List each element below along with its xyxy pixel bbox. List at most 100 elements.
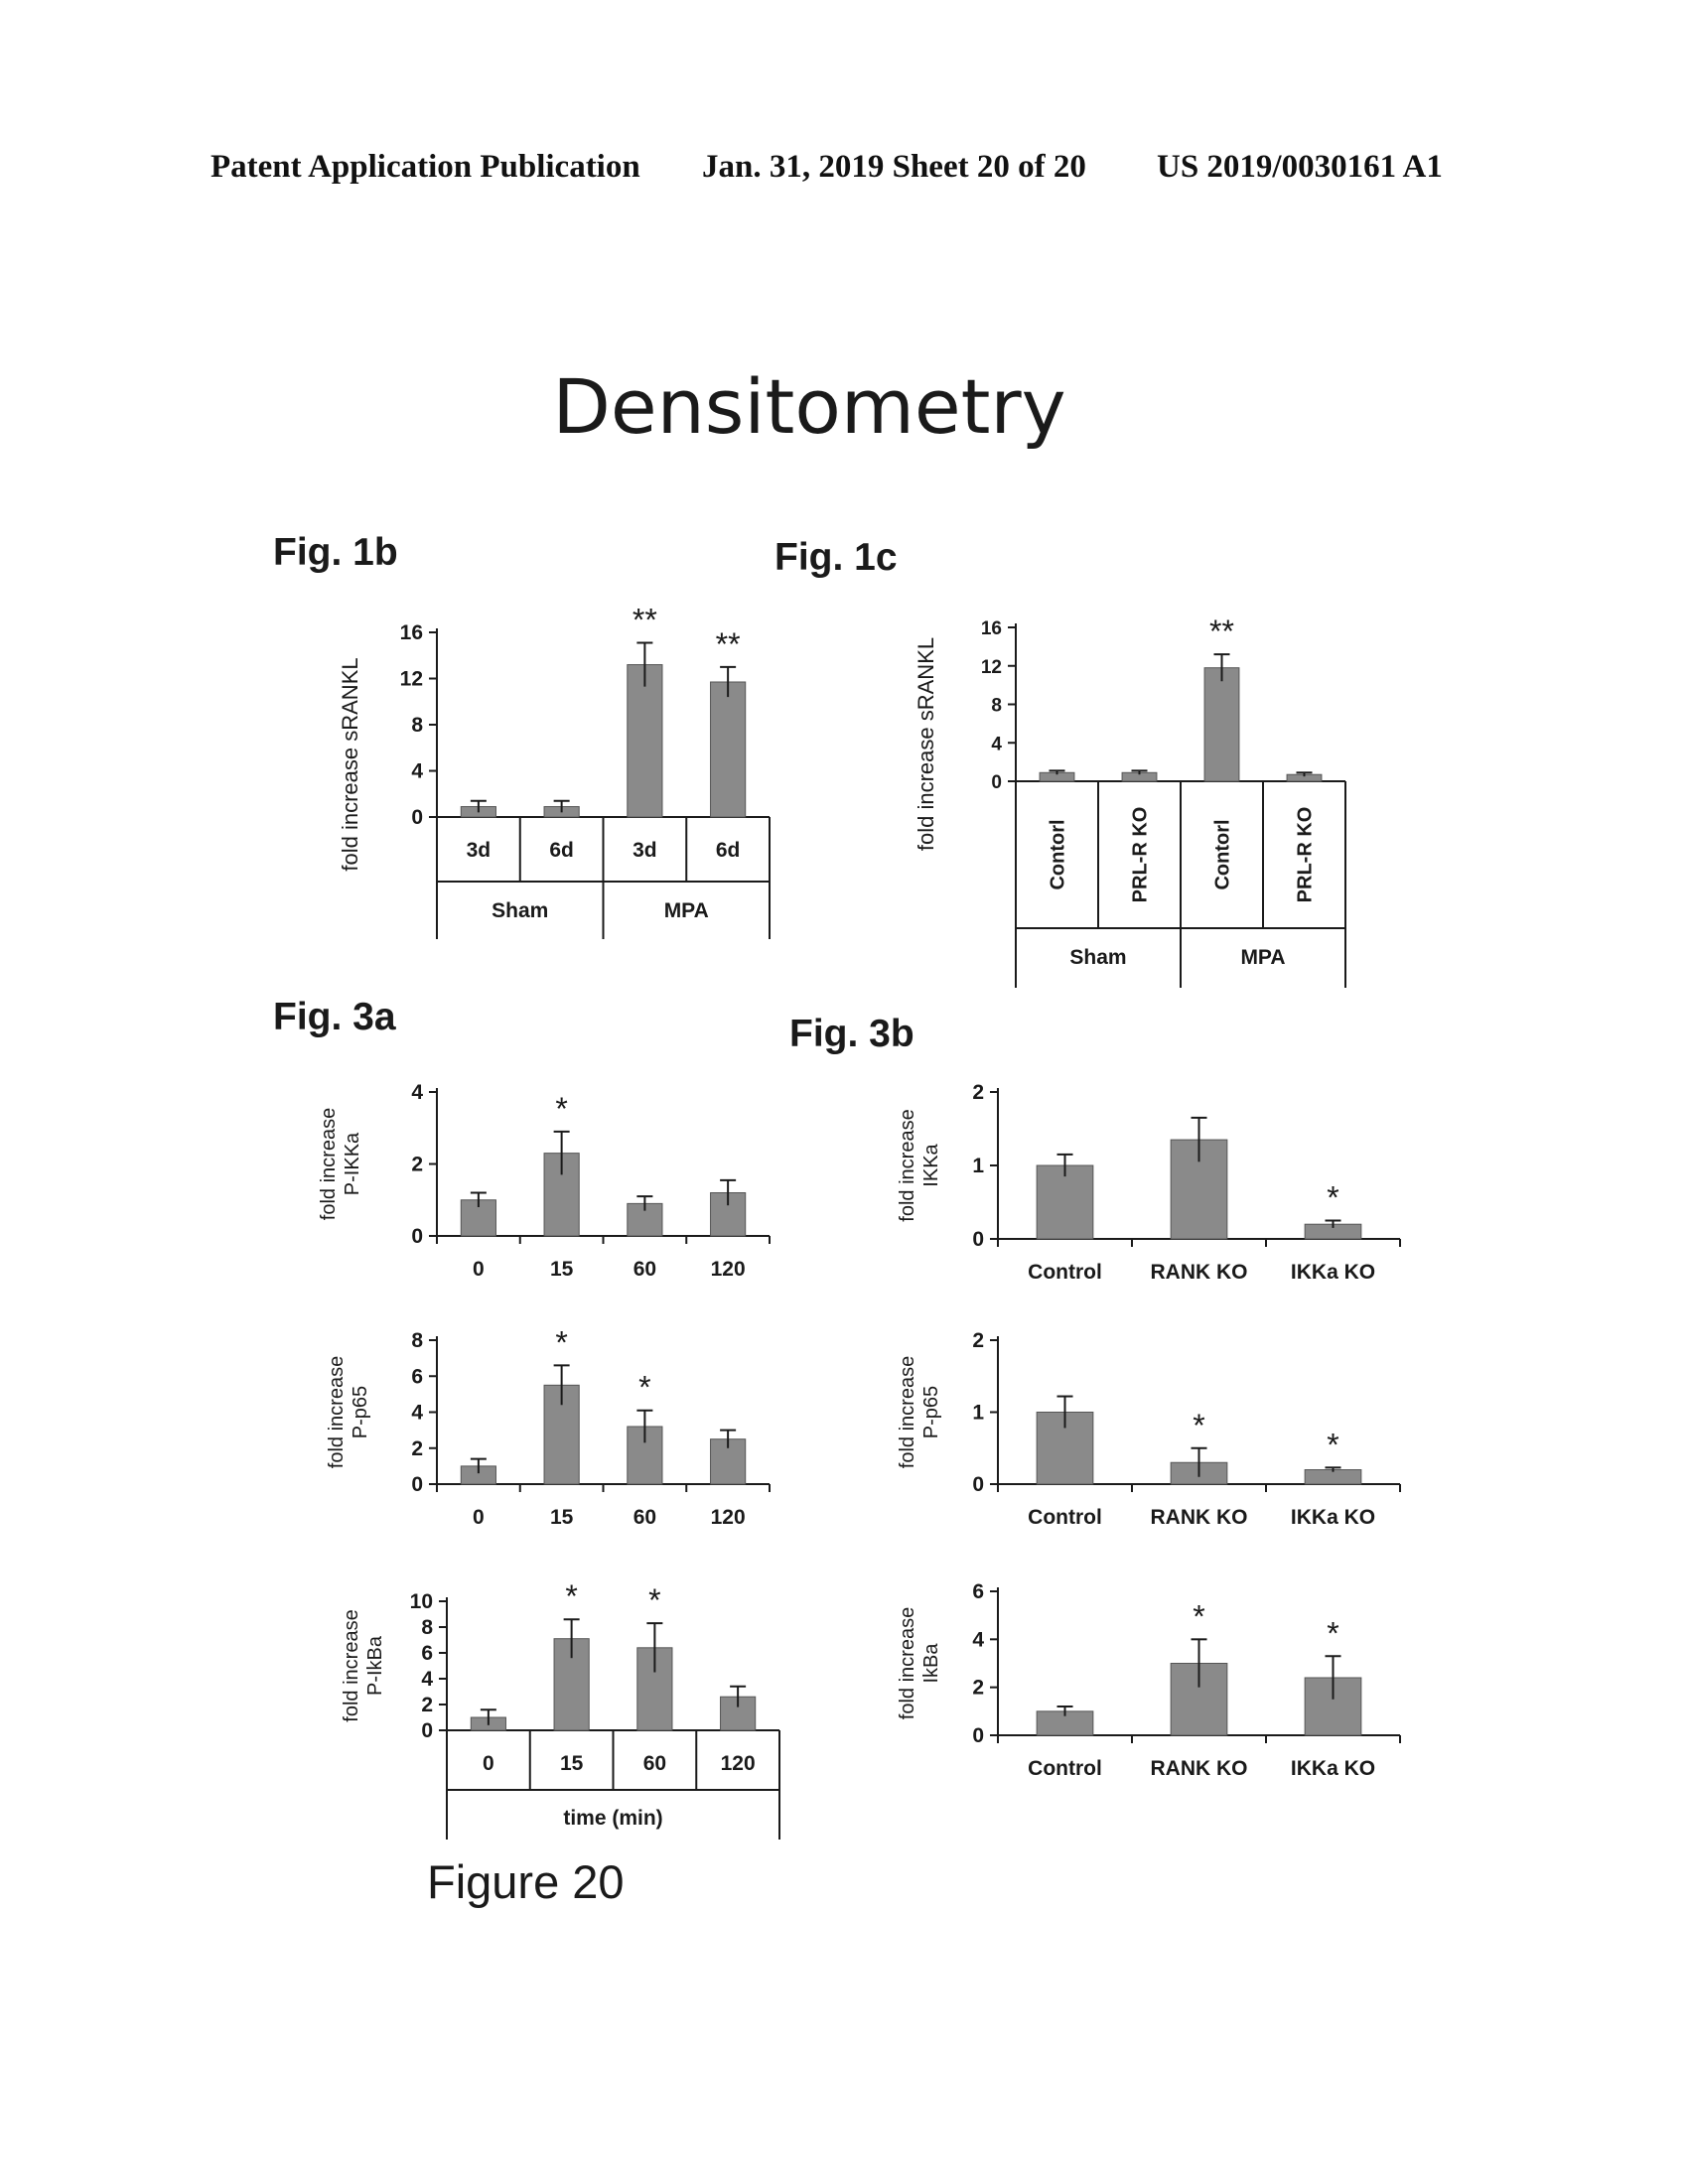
fig3b-3-y-tick-label: 4 [972,1628,984,1651]
fig3b-2-y-label: P-p65 [920,1386,942,1438]
fig3b-1-category-label: RANK KO [1151,1261,1248,1284]
fig3a-2-category-label: 0 [473,1506,485,1529]
fig3a-2-y-tick-label: 6 [411,1365,423,1388]
fig3a-1-y-tick-label: 2 [411,1154,423,1176]
fig3b-3-category-label: IKKa KO [1291,1757,1375,1780]
fig3a-1-category-label: 120 [711,1258,746,1281]
fig3b-3-y-label: fold increase [897,1607,918,1719]
fig3a-3-significance-mark: * [648,1582,660,1618]
fig1b-bar [711,682,746,817]
fig1c-y-tick-label: 16 [981,618,1002,639]
fig3a-2-significance-mark: * [555,1324,567,1360]
fig1c-category-label: Contorl [1212,819,1234,889]
fig3a-2-category-label: 15 [550,1506,574,1529]
fig1b-category-label: 6d [716,839,741,862]
fig3a-1-y-tick-label: 0 [411,1225,423,1248]
fig3a-1-y-label: P-IKKa [342,1132,363,1195]
fig3b-1-significance-mark: * [1327,1180,1338,1216]
fig3a-3-y-tick-label: 6 [421,1642,433,1665]
fig3a-2-y-label: P-p65 [350,1386,371,1438]
fig1c-category-label: PRL-R KO [1295,807,1317,903]
fig3b-1-y-tick-label: 0 [972,1228,984,1251]
fig3b-3-y-tick-label: 6 [972,1580,984,1603]
fig3a-2-category-label: 120 [711,1506,746,1529]
fig3b-1-y-label: IKKa [920,1143,942,1186]
fig3a-3-significance-mark: * [565,1578,577,1614]
fig3b-1-category-label: Control [1028,1261,1102,1284]
fig3a-3-category-label: 15 [560,1752,584,1775]
fig3a-3-y-tick-label: 0 [421,1719,433,1742]
fig3b-3-significance-mark: * [1327,1615,1338,1651]
fig1c-bar [1204,668,1239,781]
fig3a-1-significance-mark: * [555,1091,567,1127]
fig1c-y-tick-label: 8 [991,696,1002,717]
fig3b-3-category-label: Control [1028,1757,1102,1780]
fig3b-3-y-label: IkBa [920,1643,942,1684]
fig3b-2-y-tick-label: 1 [972,1402,984,1425]
fig3b-1-y-tick-label: 2 [972,1081,984,1104]
fig1b-group-label: MPA [664,899,709,922]
fig1c-y-tick-label: 0 [991,772,1002,793]
fig3a-3-category-label: 0 [483,1752,494,1775]
fig1b-y-label: fold increase sRANKL [338,657,362,871]
fig1b-category-label: 3d [633,839,657,862]
fig3a-2-y-tick-label: 0 [411,1473,423,1496]
fig3a-3-y-tick-label: 2 [421,1694,433,1716]
fig3a-1-y-label: fold increase [318,1108,340,1220]
fig1b-y-tick-label: 16 [400,621,423,644]
fig3b-2-y-label: fold increase [897,1356,918,1468]
fig3a-2-category-label: 60 [633,1506,656,1529]
fig3b-2-significance-mark: * [1193,1408,1204,1443]
fig3b-2-category-label: Control [1028,1506,1102,1529]
fig1b-y-tick-label: 12 [400,668,423,691]
fig3a-2-y-tick-label: 2 [411,1437,423,1460]
fig3a-3-category-label: 60 [643,1752,666,1775]
fig3a-3-y-tick-label: 4 [421,1668,433,1691]
fig3a-2-y-tick-label: 4 [411,1402,423,1425]
fig3a-3-x-label: time (min) [563,1807,662,1830]
fig1b-y-tick-label: 0 [411,806,423,829]
fig3a-1-category-label: 0 [473,1258,485,1281]
fig1b-category-label: 6d [549,839,574,862]
fig3a-1-y-tick-label: 4 [411,1081,423,1104]
fig3b-3-significance-mark: * [1193,1598,1204,1634]
fig3a-2-y-tick-label: 8 [411,1329,423,1352]
fig3b-2-y-tick-label: 0 [972,1473,984,1496]
fig3a-3-y-tick-label: 10 [410,1590,433,1613]
fig1b-category-label: 3d [467,839,492,862]
fig3b-3-category-label: RANK KO [1151,1757,1248,1780]
fig1c-significance-mark: ** [1209,614,1234,649]
fig3b-3-y-tick-label: 2 [972,1677,984,1700]
fig3a-3-category-label: 120 [721,1752,756,1775]
fig1c-y-label: fold increase sRANKL [914,637,938,851]
fig1b-significance-mark: ** [716,626,741,662]
fig1c-y-tick-label: 12 [981,657,1002,678]
fig1b-y-tick-label: 4 [411,760,423,783]
fig1c-group-label: MPA [1240,946,1285,969]
fig3b-2-category-label: RANK KO [1151,1506,1248,1529]
fig3b-2-category-label: IKKa KO [1291,1506,1375,1529]
fig3b-2-significance-mark: * [1327,1427,1338,1462]
fig3a-2-significance-mark: * [638,1370,650,1406]
fig1c-y-tick-label: 4 [991,734,1002,754]
fig3a-1-category-label: 60 [633,1258,656,1281]
fig1b-significance-mark: ** [633,602,657,637]
fig3b-2-y-tick-label: 2 [972,1329,984,1352]
fig3b-1-y-label: fold increase [897,1109,918,1221]
fig1c-category-label: PRL-R KO [1130,807,1152,903]
fig1b-group-label: Sham [492,899,548,922]
fig3a-3-y-label: fold increase [341,1609,362,1721]
fig1b-bar [628,665,662,817]
fig3a-1-category-label: 15 [550,1258,574,1281]
fig1b-y-tick-label: 8 [411,714,423,737]
fig3b-1-y-tick-label: 1 [972,1155,984,1177]
fig3a-3-y-tick-label: 8 [421,1616,433,1639]
fig3a-2-y-label: fold increase [326,1356,348,1468]
fig3a-3-y-label: P-IkBa [364,1635,386,1696]
fig3b-1-category-label: IKKa KO [1291,1261,1375,1284]
figure-caption: Figure 20 [427,1854,625,1909]
fig1c-group-label: Sham [1069,946,1126,969]
fig3b-3-y-tick-label: 0 [972,1724,984,1747]
fig1c-category-label: Contorl [1048,819,1069,889]
